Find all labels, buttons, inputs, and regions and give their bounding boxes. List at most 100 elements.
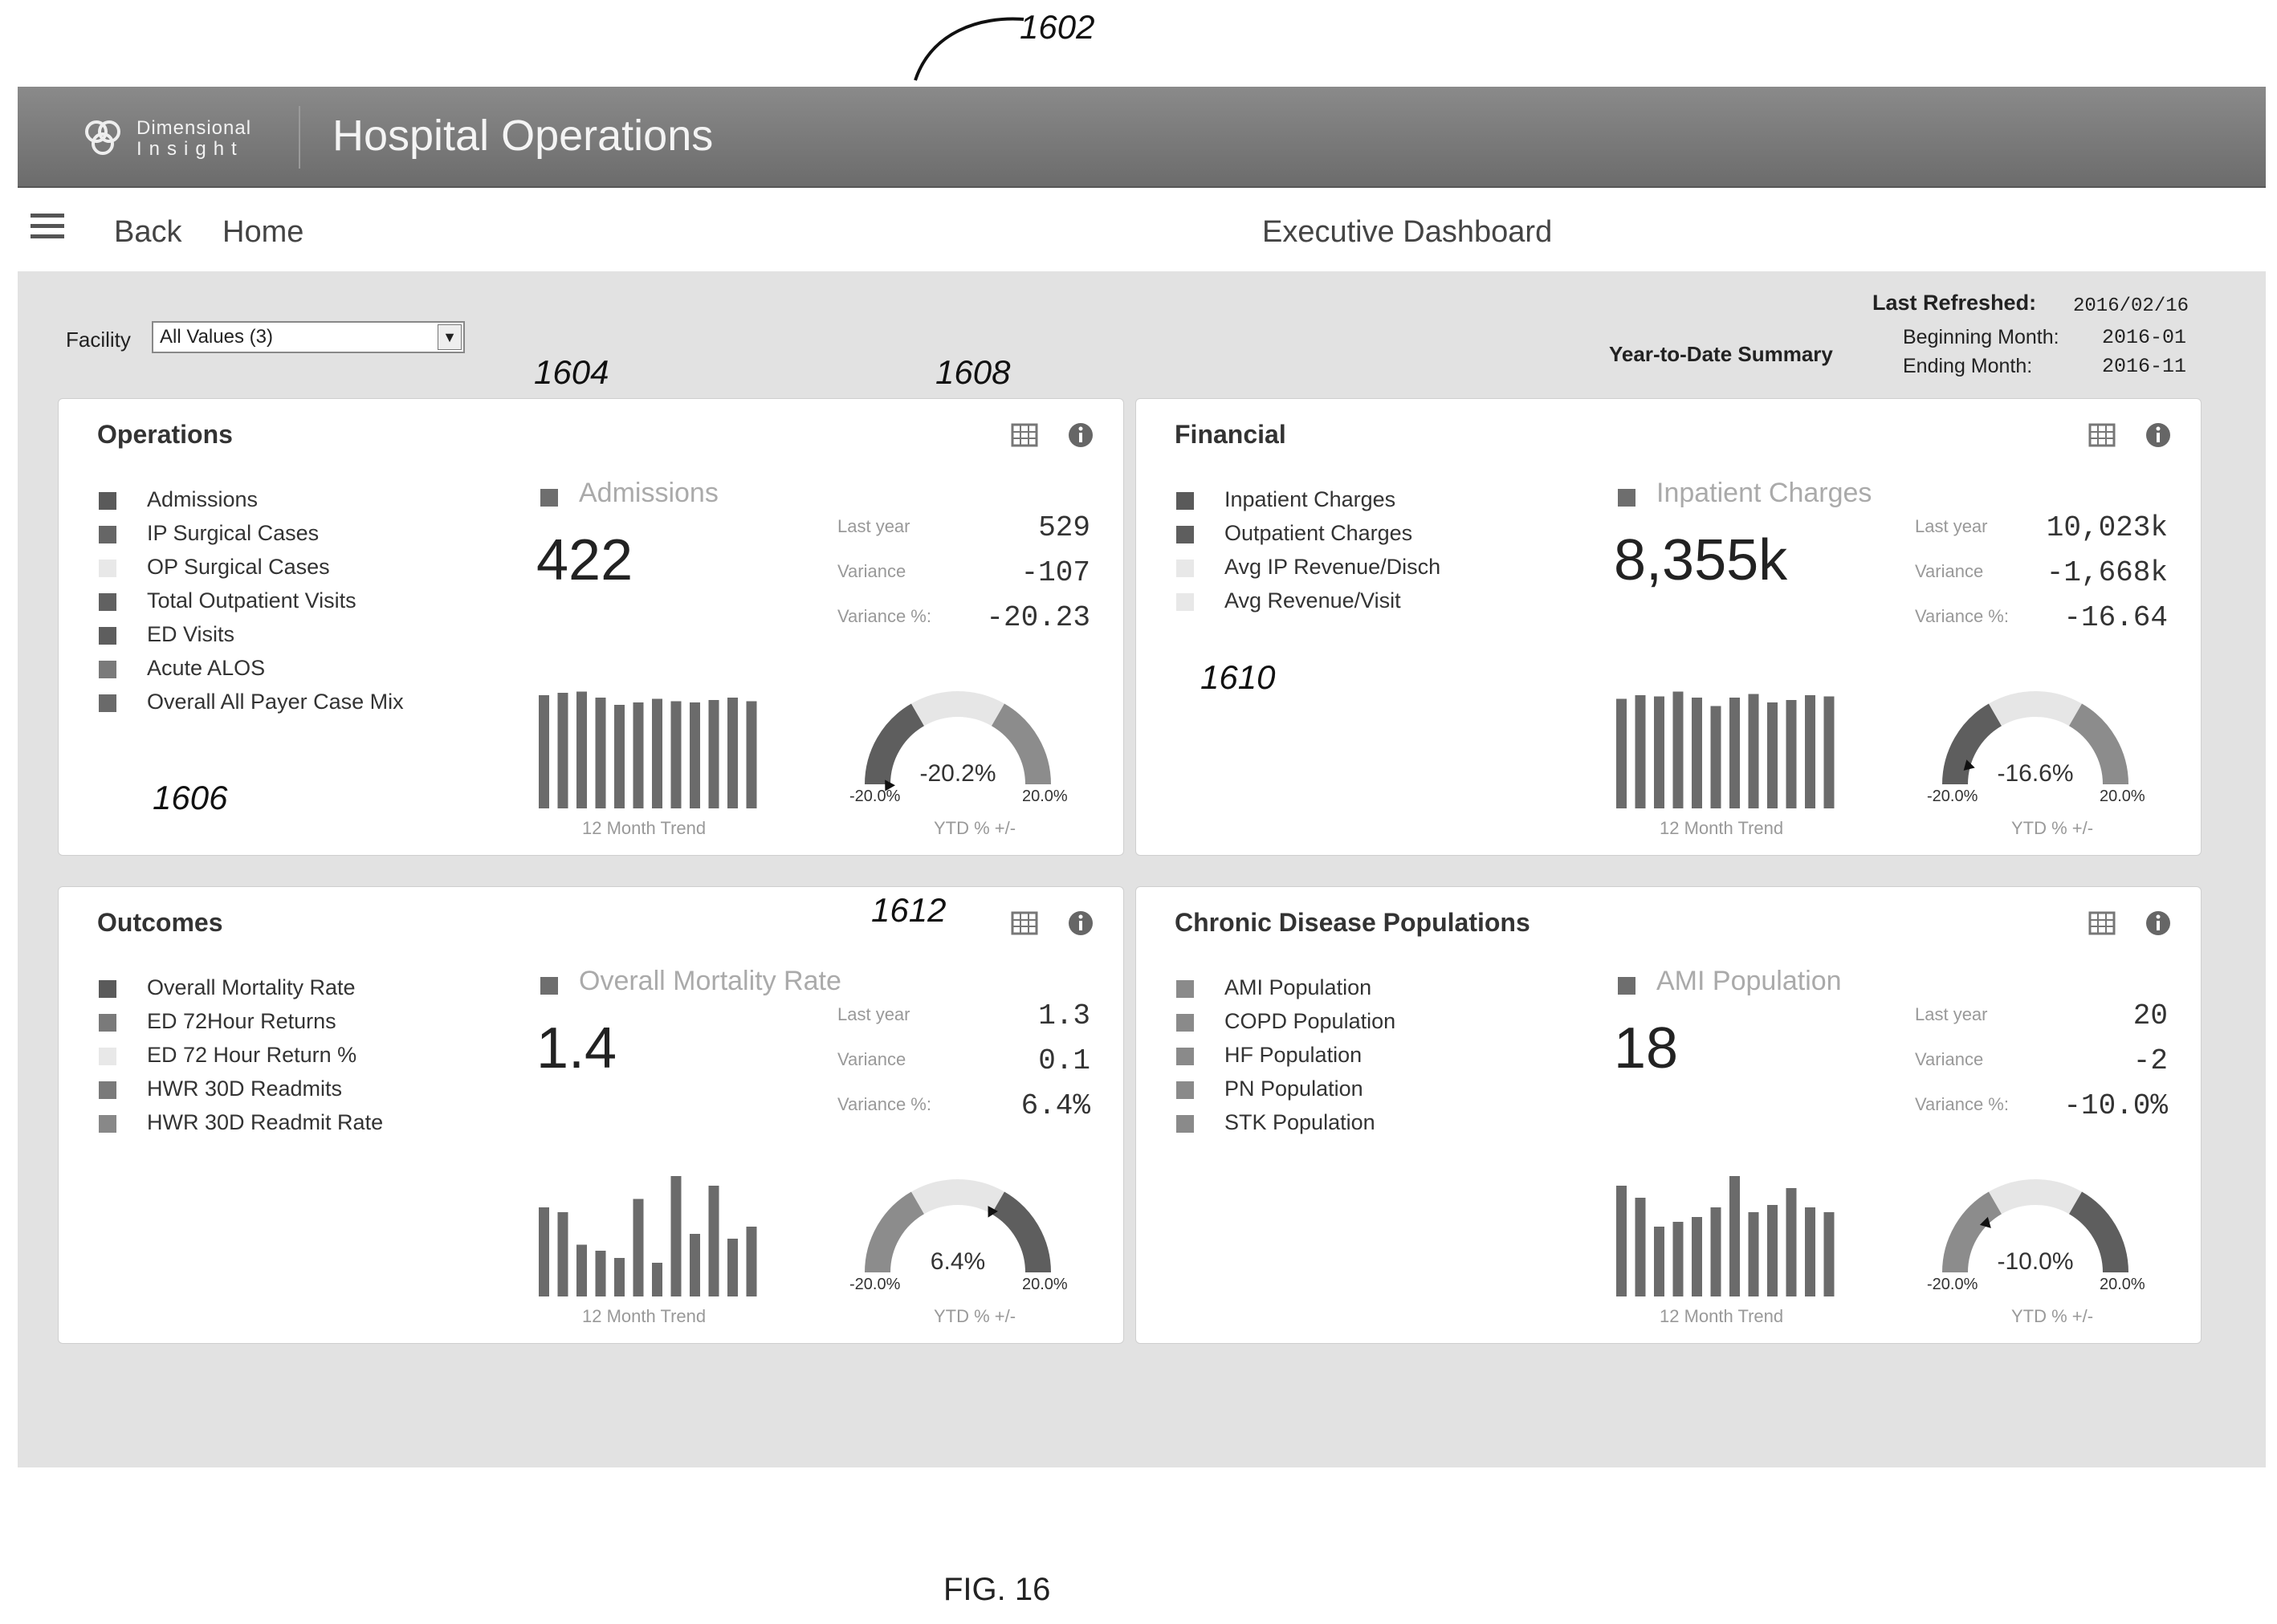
card-operations: Operations Admissions IP Surgical Cases OP … xyxy=(58,398,1124,856)
card-outcomes: Outcomes Overall Mortality Rate ED 72Hour … xyxy=(58,886,1124,1344)
trend-bar xyxy=(1692,698,1702,808)
page-title: Executive Dashboard xyxy=(1262,215,1553,249)
trend-bar xyxy=(1767,702,1778,808)
gauge-min-label: -20.0% xyxy=(1927,1276,1978,1293)
trend-bar xyxy=(1654,1227,1664,1296)
legend-swatch xyxy=(99,1115,116,1133)
variance-value: -1,668k xyxy=(2046,556,2168,589)
info-icon[interactable] xyxy=(1067,421,1094,449)
legend-label: Admissions xyxy=(147,487,259,511)
gauge-segment xyxy=(1942,1191,2002,1273)
gauge-min-label: -20.0% xyxy=(1927,788,1978,805)
legend-label: PN Population xyxy=(1224,1077,1363,1101)
table-icon[interactable] xyxy=(1011,910,1038,937)
variance-pct-label: Variance %: xyxy=(1915,1094,2009,1114)
nav-bar: Back Home Executive Dashboard xyxy=(18,193,2266,267)
legend-swatch xyxy=(1176,980,1194,998)
legend-swatch xyxy=(99,694,116,712)
card-title: Chronic Disease Populations xyxy=(1175,908,1530,937)
trend-bar xyxy=(1616,1186,1627,1296)
trend-bar xyxy=(708,1186,719,1296)
legend-label: Acute ALOS xyxy=(147,656,266,680)
gauge-segment xyxy=(865,703,925,785)
variance-value: -2 xyxy=(2132,1044,2168,1077)
trend-bar xyxy=(1823,1212,1835,1296)
legend-swatch xyxy=(99,661,116,678)
variance-pct-value: -10.0% xyxy=(2063,1089,2168,1122)
trend-bar xyxy=(1692,1217,1702,1296)
trend-chart xyxy=(1616,691,1835,808)
trend-bar xyxy=(1654,696,1664,808)
table-icon[interactable] xyxy=(2088,421,2116,449)
info-icon[interactable] xyxy=(2145,910,2172,937)
hamburger-menu-icon[interactable] xyxy=(31,214,64,241)
back-link[interactable]: Back xyxy=(114,215,182,249)
home-link[interactable]: Home xyxy=(222,215,304,249)
info-icon[interactable] xyxy=(1067,910,1094,937)
selected-metric-name: Admissions xyxy=(579,478,719,508)
gauge-max-label: 20.0% xyxy=(1022,1276,1068,1293)
variance-label: Variance xyxy=(1915,561,1984,581)
trend-caption: 12 Month Trend xyxy=(582,1306,707,1326)
chevron-down-icon[interactable]: ▼ xyxy=(438,324,462,350)
legend-label: Inpatient Charges xyxy=(1224,487,1396,511)
trend-bar xyxy=(557,1212,568,1296)
legend-label: Avg IP Revenue/Disch xyxy=(1224,555,1441,579)
last-year-value: 10,023k xyxy=(2046,511,2168,544)
gauge-value: -10.0% xyxy=(1997,1248,2073,1275)
legend-swatch xyxy=(1176,1115,1194,1133)
trend-bar xyxy=(576,1244,587,1296)
table-icon[interactable] xyxy=(1011,421,1038,449)
trend-caption: 12 Month Trend xyxy=(582,818,707,838)
legend-swatch xyxy=(99,1048,116,1065)
gauge-segment xyxy=(865,1191,925,1273)
trend-bar xyxy=(1748,694,1759,808)
company-logo: Dimensional Insight xyxy=(82,116,267,164)
trend-bar xyxy=(1786,1188,1797,1296)
last-refreshed-value: 2016/02/16 xyxy=(2073,295,2189,317)
variance-pct-label: Variance %: xyxy=(837,606,931,626)
info-icon[interactable] xyxy=(2145,421,2172,449)
ending-month-value: 2016-11 xyxy=(2102,355,2187,378)
trend-bar xyxy=(1805,1207,1815,1296)
ytd-gauge: -10.0% xyxy=(1942,1179,2128,1275)
trend-bar xyxy=(1710,1207,1721,1296)
trend-bar xyxy=(727,698,738,808)
ytd-caption: YTD % +/- xyxy=(934,1306,1016,1326)
last-year-value: 1.3 xyxy=(1038,999,1090,1032)
trend-bar xyxy=(1635,1198,1646,1296)
trend-bar xyxy=(670,701,682,808)
card-title: Financial xyxy=(1175,420,1286,449)
trend-bar xyxy=(708,700,719,808)
legend-swatch xyxy=(99,1014,116,1032)
legend-label: Total Outpatient Visits xyxy=(147,588,356,613)
trend-bar xyxy=(746,701,757,808)
trend-bar xyxy=(576,691,587,808)
facility-select[interactable]: All Values (3) ▼ xyxy=(152,321,465,353)
legend-label: ED 72 Hour Return % xyxy=(147,1043,357,1067)
selected-metric-swatch xyxy=(1618,977,1635,995)
gauge-pointer xyxy=(988,1206,998,1218)
trend-bar xyxy=(1805,695,1815,808)
legend-label: STK Population xyxy=(1224,1110,1375,1134)
dashboard-content: Facility All Values (3) ▼ Year-to-Date S… xyxy=(18,271,2266,1467)
gauge-segment xyxy=(991,1191,1051,1273)
table-icon[interactable] xyxy=(2088,910,2116,937)
gauge-min-label: -20.0% xyxy=(849,1276,901,1293)
callout-1608: 1608 xyxy=(935,353,1011,391)
variance-pct-label: Variance %: xyxy=(1915,606,2009,626)
legend-label: ED 72Hour Returns xyxy=(147,1009,336,1033)
gauge-max-label: 20.0% xyxy=(1022,788,1068,805)
legend-label: Overall All Payer Case Mix xyxy=(147,690,404,714)
trend-bar xyxy=(595,698,606,808)
title-bar: Dimensional Insight Hospital Operations xyxy=(18,87,2266,188)
last-year-label: Last year xyxy=(837,516,910,536)
trend-bar xyxy=(1710,706,1721,808)
gauge-segment xyxy=(1989,691,2082,727)
callout-1606: 1606 xyxy=(153,779,228,816)
logo-icon xyxy=(85,120,120,155)
legend-label: HF Population xyxy=(1224,1043,1363,1067)
trend-bar xyxy=(727,1239,738,1296)
gauge-max-label: 20.0% xyxy=(2100,788,2145,805)
legend-swatch xyxy=(1176,1081,1194,1099)
